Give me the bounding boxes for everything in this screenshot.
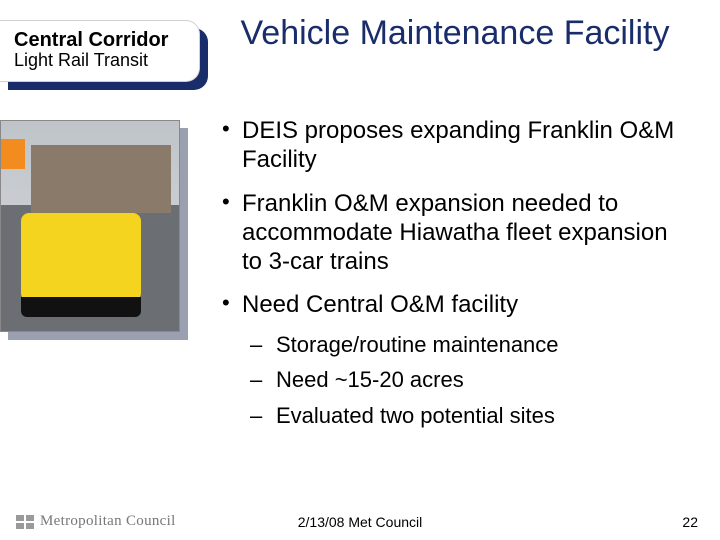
bullet-item: Need Central O&M facility Storage/routin…	[222, 290, 694, 430]
project-badge: Central Corridor Light Rail Transit	[0, 20, 210, 110]
bullet-item: DEIS proposes expanding Franklin O&M Fac…	[222, 116, 694, 175]
station-sign-icon	[1, 139, 25, 169]
footer-date: 2/13/08 Met Council	[0, 514, 720, 530]
train-photo	[0, 120, 180, 332]
slide-title: Vehicle Maintenance Facility	[210, 12, 700, 53]
bullet-item: Franklin O&M expansion needed to accommo…	[222, 189, 694, 277]
train-body-icon	[21, 213, 141, 301]
sub-bullet-item: Storage/routine maintenance	[250, 330, 694, 360]
sub-bullet-item: Evaluated two potential sites	[250, 401, 694, 431]
photo-frame	[0, 120, 188, 340]
badge-line1: Central Corridor	[14, 29, 189, 51]
sub-bullet-item: Need ~15-20 acres	[250, 365, 694, 395]
bullet-text: Need Central O&M facility	[242, 291, 518, 318]
building-icon	[31, 145, 171, 213]
badge-line2: Light Rail Transit	[14, 51, 189, 71]
badge-body: Central Corridor Light Rail Transit	[0, 20, 200, 82]
text-column: DEIS proposes expanding Franklin O&M Fac…	[200, 116, 694, 445]
footer: Metropolitan Council 2/13/08 Met Council…	[0, 508, 720, 532]
sub-bullet-list: Storage/routine maintenance Need ~15-20 …	[242, 330, 694, 431]
header-row: Central Corridor Light Rail Transit Vehi…	[0, 0, 720, 110]
page-number: 22	[682, 514, 698, 530]
bullet-list: DEIS proposes expanding Franklin O&M Fac…	[222, 116, 694, 431]
content-row: DEIS proposes expanding Franklin O&M Fac…	[0, 110, 720, 445]
photo-column	[0, 116, 200, 445]
train-undercarriage-icon	[21, 297, 141, 317]
